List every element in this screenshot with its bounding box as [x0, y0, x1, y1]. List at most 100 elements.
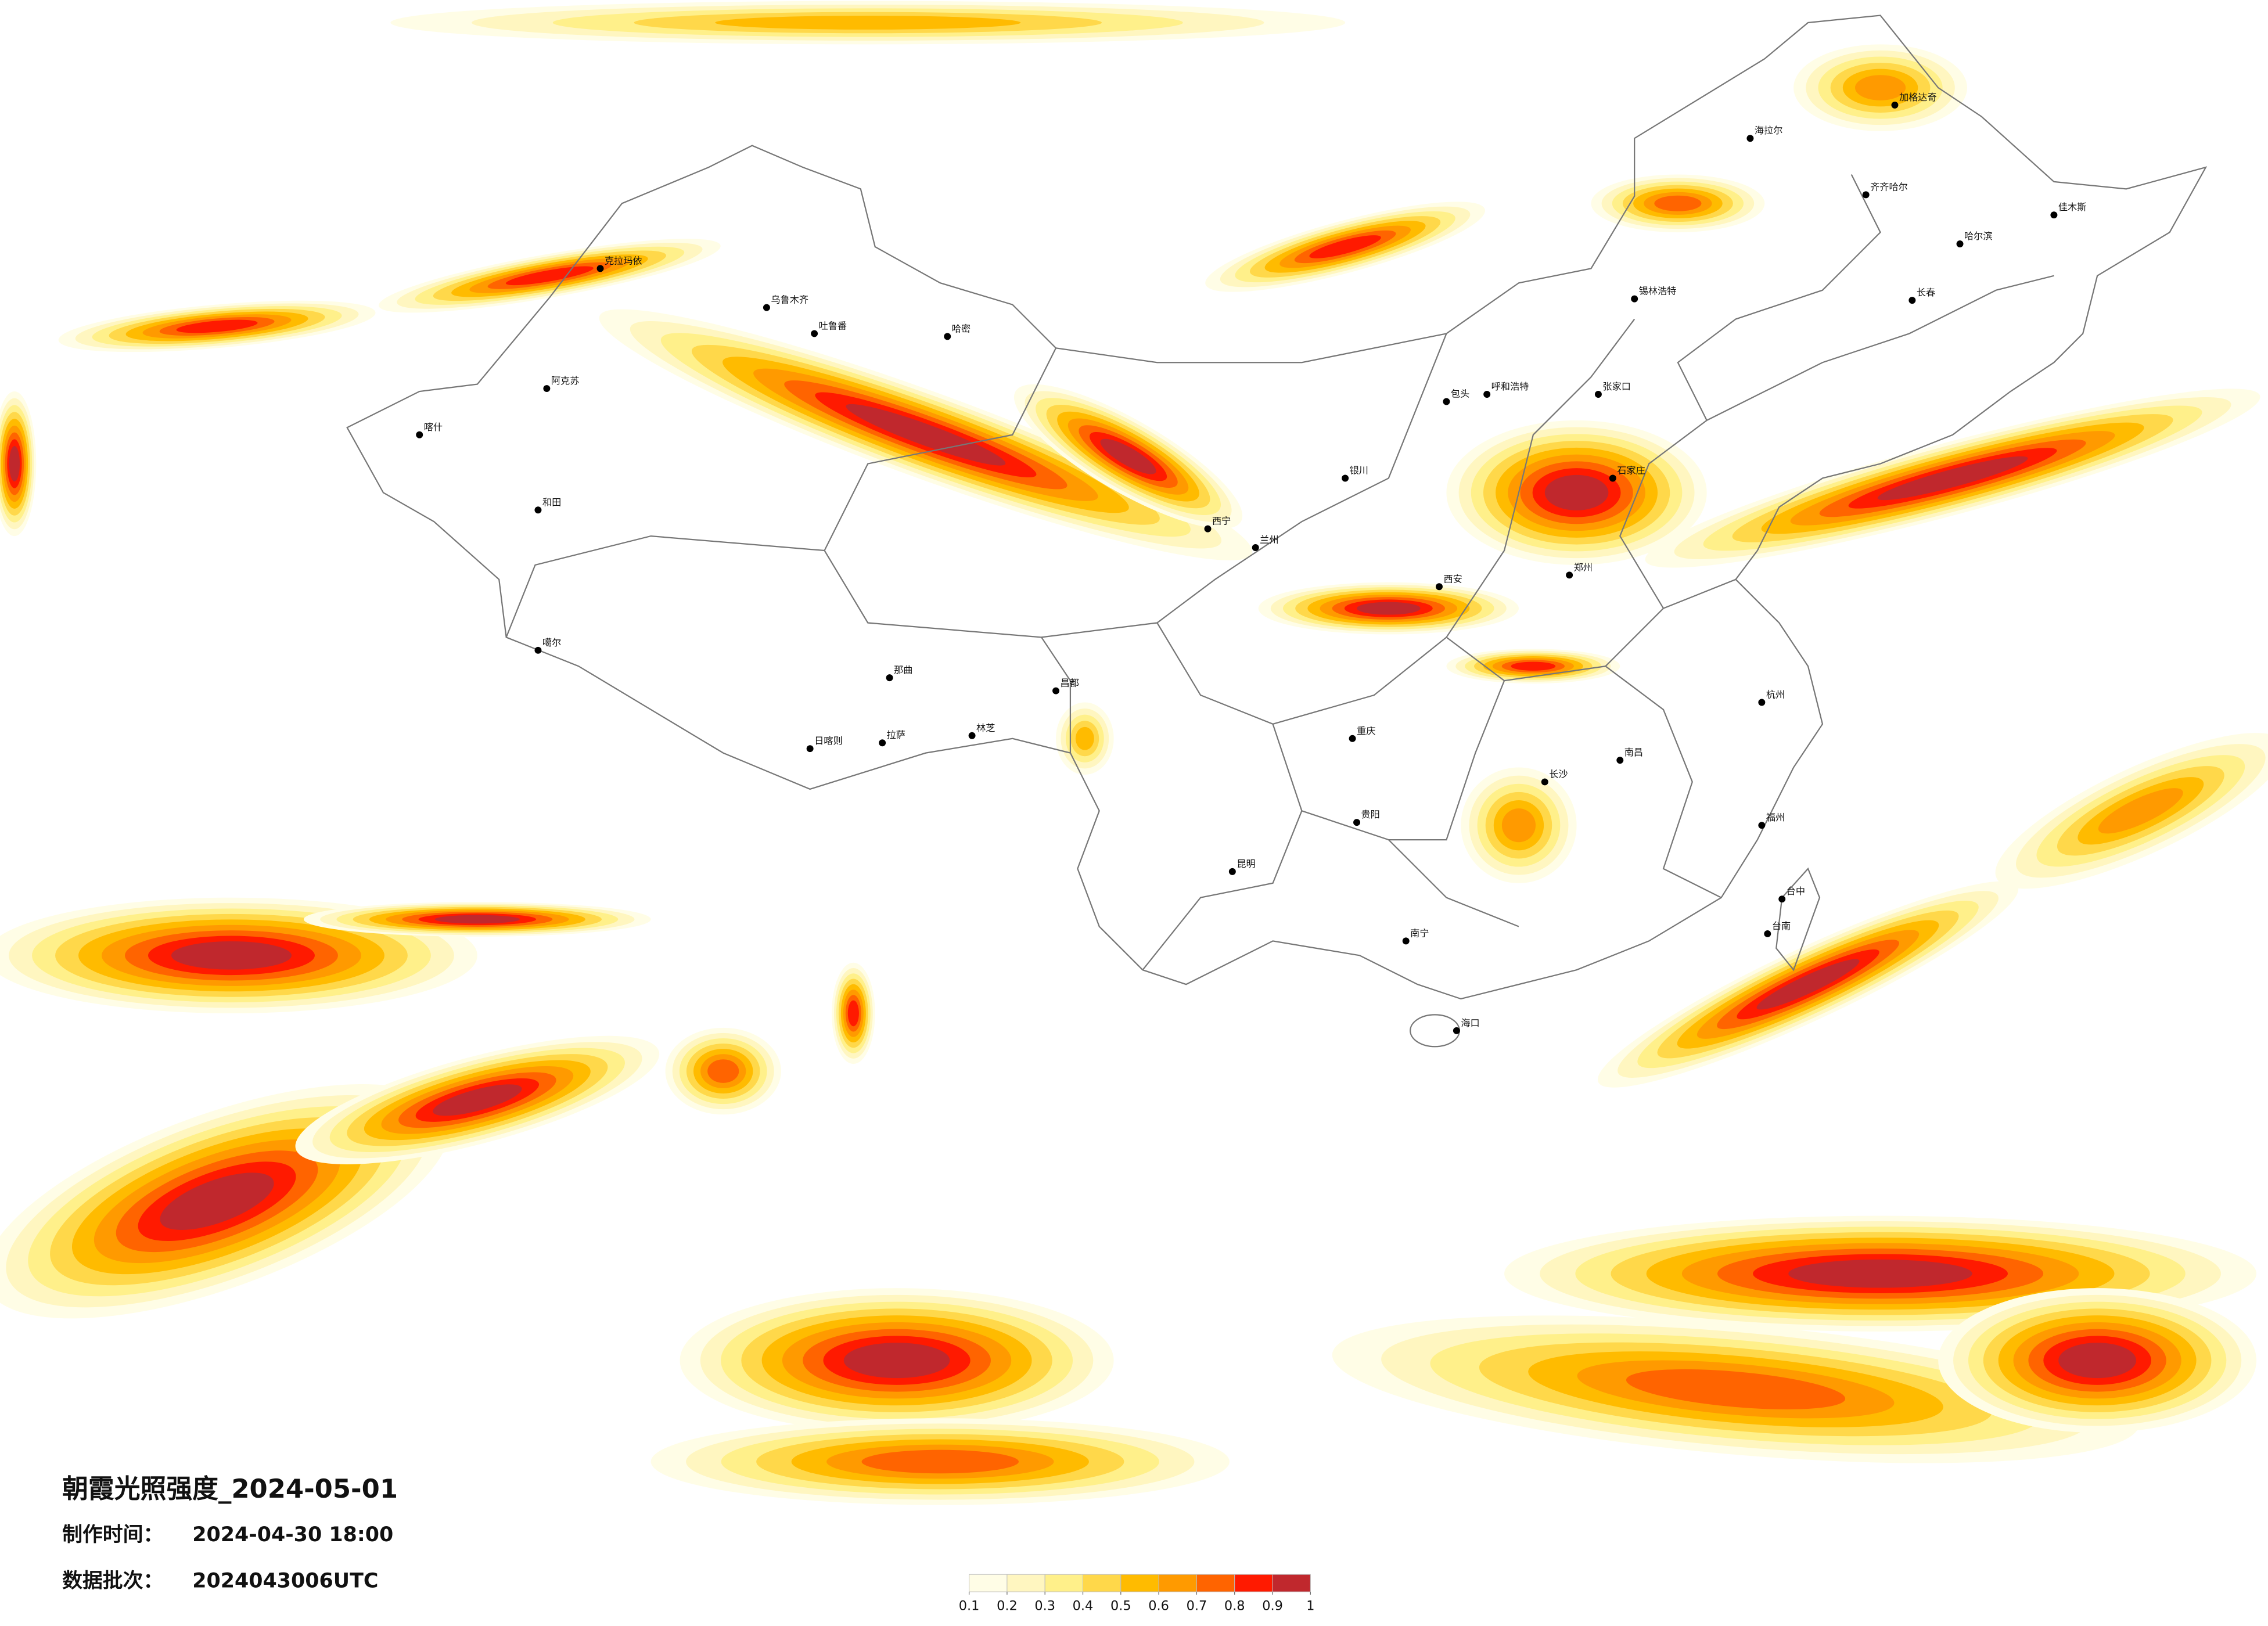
city-label: 哈密: [952, 323, 971, 334]
city-label: 西宁: [1212, 516, 1231, 527]
intensity-patch: [847, 1000, 859, 1027]
city-label: 那曲: [894, 664, 912, 675]
batch-label: 数据批次：: [62, 1570, 163, 1593]
city-dot: [1631, 295, 1638, 303]
intensity-patch: [1501, 808, 1536, 843]
city-dot: [1594, 391, 1602, 398]
city-dot: [886, 674, 893, 682]
city-label: 杭州: [1766, 689, 1785, 700]
intensity-patch: [846, 404, 1006, 466]
city-label: 兰州: [1260, 534, 1278, 545]
intensity-patch: [1626, 1369, 1846, 1409]
colorbar-box: [969, 1574, 1008, 1592]
intensity-patch: [707, 1059, 739, 1083]
colorbar-tick-label: 0.3: [1034, 1599, 1055, 1614]
city-label: 重庆: [1357, 725, 1375, 736]
city-label: 林芝: [976, 722, 995, 733]
intensity-patch: [1877, 456, 2028, 501]
colorbar-box: [1083, 1574, 1122, 1592]
province-lines: [505, 174, 2054, 970]
intensity-patch: [9, 446, 20, 481]
colorbar-box: [1196, 1574, 1235, 1592]
intensity-field: [0, 1, 2268, 1505]
city-label: 哈尔滨: [1964, 231, 1993, 242]
city-dot: [806, 745, 814, 753]
city-dot: [1908, 297, 1916, 304]
city-dot: [879, 739, 886, 747]
city-dot: [416, 431, 423, 438]
info-block: 朝霞光照强度_2024-05-01 制作时间： 2024-04-30 18:00…: [62, 1473, 398, 1593]
city-label: 佳木斯: [2058, 202, 2087, 213]
city-label: 和田: [542, 497, 561, 508]
city-dot: [596, 265, 604, 272]
city-dot: [2050, 211, 2058, 219]
intensity-patch: [1756, 959, 1860, 1010]
intensity-patch: [1654, 195, 1702, 211]
intensity-patch: [715, 16, 1021, 30]
city-label: 银川: [1350, 465, 1368, 476]
city-dot: [1758, 822, 1766, 829]
taiwan-outline: [1775, 867, 1821, 972]
batch: 2024043006UTC: [192, 1570, 378, 1593]
city-label: 台南: [1772, 920, 1791, 931]
city-dot: [1764, 930, 1771, 937]
city-dot: [1956, 240, 1964, 247]
city-dot: [1746, 135, 1754, 142]
intensity-patch: [1309, 235, 1381, 258]
city-label: 乌鲁木齐: [771, 294, 808, 305]
city-label: 福州: [1766, 812, 1785, 823]
city-dot: [1204, 525, 1212, 533]
intensity-patch: [1854, 75, 1906, 100]
intensity-patch: [1788, 1259, 1972, 1288]
city-label: 锡林浩特: [1639, 286, 1677, 297]
city-label: 吐鲁番: [819, 320, 847, 331]
intensity-patch: [1357, 602, 1421, 615]
map-title: 朝霞光照强度_2024-05-01: [62, 1473, 398, 1504]
colorbar-box: [1234, 1574, 1273, 1592]
city-dot: [1541, 778, 1548, 786]
city-dot: [1483, 391, 1491, 398]
city-label: 昌都: [1060, 678, 1079, 689]
city-label: 加格达奇: [1899, 92, 1937, 103]
city-label: 台中: [1787, 886, 1805, 897]
city-dot: [1566, 571, 1573, 579]
city-label: 阿克苏: [551, 375, 580, 386]
intensity-patch: [433, 1084, 522, 1116]
colorbar-box: [1044, 1574, 1084, 1592]
city-dot: [1052, 687, 1059, 695]
colorbar-box: [1120, 1574, 1159, 1592]
city-dot: [968, 732, 976, 739]
intensity-patch: [505, 266, 594, 286]
city-label: 南宁: [1410, 927, 1429, 938]
colorbar-tick-label: 0.6: [1148, 1599, 1169, 1614]
colorbar-tick-label: 0.1: [959, 1599, 980, 1614]
city-dot: [1862, 191, 1870, 199]
intensity-patch: [176, 319, 258, 333]
city-dot: [1778, 895, 1786, 903]
city-label: 呼和浩特: [1491, 381, 1529, 392]
intensity-patch: [843, 1343, 950, 1379]
colorbar-tick-label: 1: [1306, 1599, 1314, 1614]
city-label: 南昌: [1624, 747, 1643, 758]
city-dot: [1252, 544, 1259, 551]
city-label: 海口: [1461, 1017, 1479, 1028]
made-label: 制作时间：: [62, 1523, 163, 1546]
city-dot: [944, 333, 951, 340]
city-dot: [543, 385, 551, 393]
city-label: 拉萨: [887, 729, 905, 740]
city-dot: [1758, 699, 1766, 706]
city-label: 海拉尔: [1755, 125, 1783, 136]
city-dot: [534, 646, 542, 654]
city-dot: [1228, 868, 1236, 875]
intensity-patch: [1544, 474, 1609, 510]
city-dot: [1609, 474, 1616, 482]
city-label: 石家庄: [1617, 465, 1645, 476]
colorbar: 0.1 0.2 0.3 0.4 0.5 0.6 0.7 0.8 0.9 1: [959, 1574, 1314, 1614]
city-label: 齐齐哈尔: [1870, 181, 1908, 192]
city-label: 噶尔: [542, 637, 561, 648]
city-label: 日喀则: [814, 735, 843, 746]
colorbar-tick-label: 0.5: [1110, 1599, 1131, 1614]
city-dot: [1402, 937, 1410, 945]
city-dot: [1616, 757, 1624, 764]
